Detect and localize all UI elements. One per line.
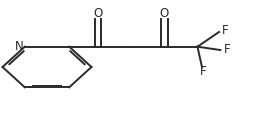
Text: O: O — [94, 7, 103, 20]
Text: F: F — [223, 43, 230, 56]
Text: F: F — [222, 24, 229, 37]
Text: F: F — [200, 65, 207, 78]
Text: O: O — [160, 7, 169, 20]
Text: N: N — [15, 40, 24, 53]
